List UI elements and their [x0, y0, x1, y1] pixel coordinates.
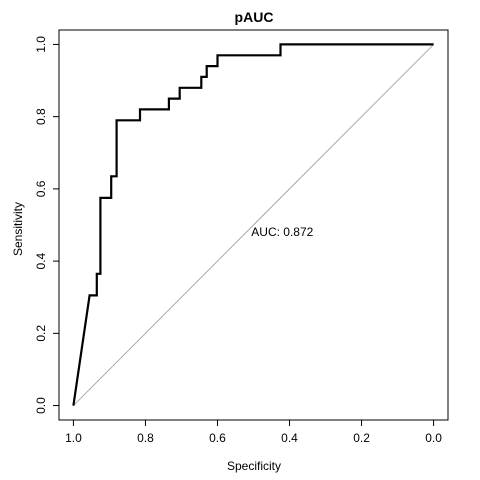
y-tick-label: 0.4	[34, 252, 48, 269]
y-tick-label: 1.0	[34, 36, 48, 53]
y-tick-label: 0.2	[34, 325, 48, 342]
y-tick-label: 0.6	[34, 180, 48, 197]
x-tick-label: 0.0	[425, 431, 442, 445]
reference-diagonal-line	[73, 44, 434, 406]
y-tick-label: 0.0	[34, 397, 48, 414]
x-axis-label: Specificity	[227, 459, 281, 473]
x-tick-label: 0.8	[137, 431, 154, 445]
auc-annotation: AUC: 0.872	[251, 225, 313, 239]
chart-title: pAUC	[235, 9, 274, 25]
x-tick-label: 1.0	[65, 431, 82, 445]
roc-curve-line	[72, 43, 434, 406]
x-tick-label: 0.2	[353, 431, 370, 445]
plot-area: 1.0 0.8 0.6 0.4 0.2 0.0 0.0 0.2 0.4 0.6 0.8 1.0 AUC:…	[34, 29, 449, 445]
x-tick-label: 0.4	[281, 431, 298, 445]
y-tick-label: 0.8	[34, 108, 48, 125]
x-tick-label: 0.6	[209, 431, 226, 445]
y-axis-label: Sensitivity	[11, 202, 25, 256]
